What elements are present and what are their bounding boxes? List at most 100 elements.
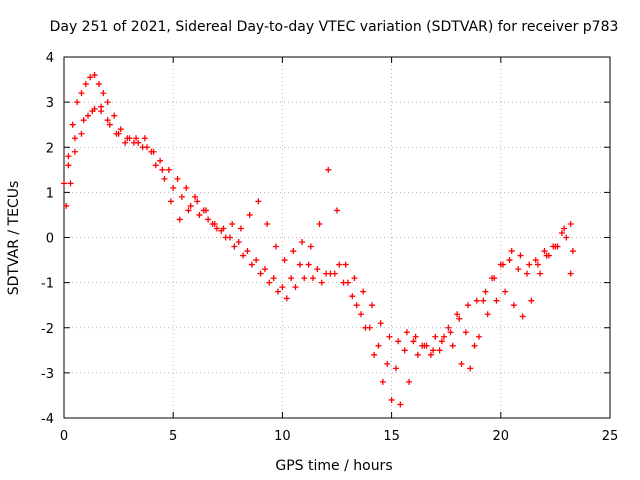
- data-point: [403, 329, 410, 336]
- data-point: [98, 108, 105, 115]
- data-point: [61, 180, 67, 187]
- data-point: [65, 162, 72, 169]
- data-point: [283, 295, 290, 302]
- data-point: [379, 378, 386, 385]
- data-point: [235, 239, 242, 246]
- data-point: [388, 396, 395, 403]
- data-point: [447, 329, 454, 336]
- data-point: [441, 333, 448, 340]
- data-point: [194, 198, 201, 205]
- x-tick-label: 5: [169, 429, 177, 444]
- axis-ticks: 0 5 10 15 20 25 -4 -3 -2 -1 0 1 2 3 4: [41, 51, 618, 444]
- data-point: [430, 347, 437, 354]
- data-point: [325, 166, 332, 173]
- data-point: [187, 202, 194, 209]
- data-point: [178, 193, 185, 200]
- data-point: [185, 207, 192, 214]
- data-point: [139, 144, 146, 151]
- data-point: [532, 257, 539, 264]
- data-point: [82, 81, 89, 88]
- data-point: [192, 193, 199, 200]
- data-point: [165, 166, 172, 173]
- data-point: [471, 342, 478, 349]
- data-point: [534, 261, 541, 268]
- data-point: [432, 333, 439, 340]
- data-point: [371, 351, 378, 358]
- data-point: [482, 288, 489, 295]
- data-point: [375, 342, 382, 349]
- data-point: [368, 302, 375, 309]
- data-point: [506, 257, 513, 264]
- data-point: [377, 320, 384, 327]
- data-point: [275, 288, 282, 295]
- data-point: [296, 261, 303, 268]
- data-point: [299, 239, 306, 246]
- data-point: [100, 90, 107, 97]
- data-point: [292, 284, 299, 291]
- data-point: [569, 248, 576, 255]
- data-point: [309, 275, 316, 282]
- data-point: [305, 261, 312, 268]
- data-point: [467, 365, 474, 372]
- data-point: [510, 302, 517, 309]
- data-point: [244, 248, 251, 255]
- data-point: [85, 112, 92, 119]
- data-point: [115, 130, 122, 137]
- data-point: [80, 117, 87, 124]
- data-point: [410, 338, 417, 345]
- data-point: [255, 198, 262, 205]
- y-tick-label: 1: [46, 186, 54, 201]
- x-tick-label: 0: [60, 429, 68, 444]
- data-point: [95, 81, 102, 88]
- data-point: [307, 243, 314, 250]
- data-point: [528, 297, 535, 304]
- data-point: [183, 184, 190, 191]
- data-point: [246, 211, 253, 218]
- data-point: [438, 338, 445, 345]
- data-point: [122, 139, 129, 146]
- data-point: [331, 270, 338, 277]
- data-point: [397, 401, 404, 408]
- data-point: [104, 117, 111, 124]
- data-point: [301, 275, 308, 282]
- data-point: [202, 207, 209, 214]
- data-point: [526, 261, 533, 268]
- data-point: [412, 333, 419, 340]
- data-point: [63, 202, 70, 209]
- data-point: [87, 74, 94, 81]
- data-point: [111, 112, 118, 119]
- data-point: [473, 297, 480, 304]
- data-point: [414, 351, 421, 358]
- x-tick-label: 15: [383, 429, 400, 444]
- x-tick-label: 10: [274, 429, 291, 444]
- data-point: [401, 347, 408, 354]
- data-point: [78, 90, 85, 97]
- data-point: [563, 234, 570, 241]
- data-point: [130, 139, 137, 146]
- y-axis-label: SDTVAR / TECUs: [6, 181, 22, 296]
- data-point: [220, 225, 227, 232]
- data-point: [342, 261, 349, 268]
- data-point: [74, 99, 81, 106]
- data-point: [323, 270, 330, 277]
- data-point: [508, 248, 515, 255]
- data-point: [541, 248, 548, 255]
- chart-title: Day 251 of 2021, Sidereal Day-to-day VTE…: [50, 19, 619, 35]
- data-point: [229, 220, 236, 227]
- data-point: [266, 279, 273, 286]
- data-point: [458, 360, 465, 367]
- data-point: [351, 275, 358, 282]
- data-point: [386, 333, 393, 340]
- data-point: [226, 234, 233, 241]
- data-point: [205, 216, 212, 223]
- data-point: [141, 135, 148, 142]
- data-point: [91, 72, 98, 79]
- data-point: [392, 365, 399, 372]
- data-point: [288, 275, 295, 282]
- data-point: [318, 279, 325, 286]
- x-axis-label: GPS time / hours: [275, 458, 392, 474]
- data-point: [71, 135, 78, 142]
- data-point: [334, 207, 340, 214]
- data-point: [537, 270, 544, 277]
- y-tick-label: -1: [41, 277, 54, 292]
